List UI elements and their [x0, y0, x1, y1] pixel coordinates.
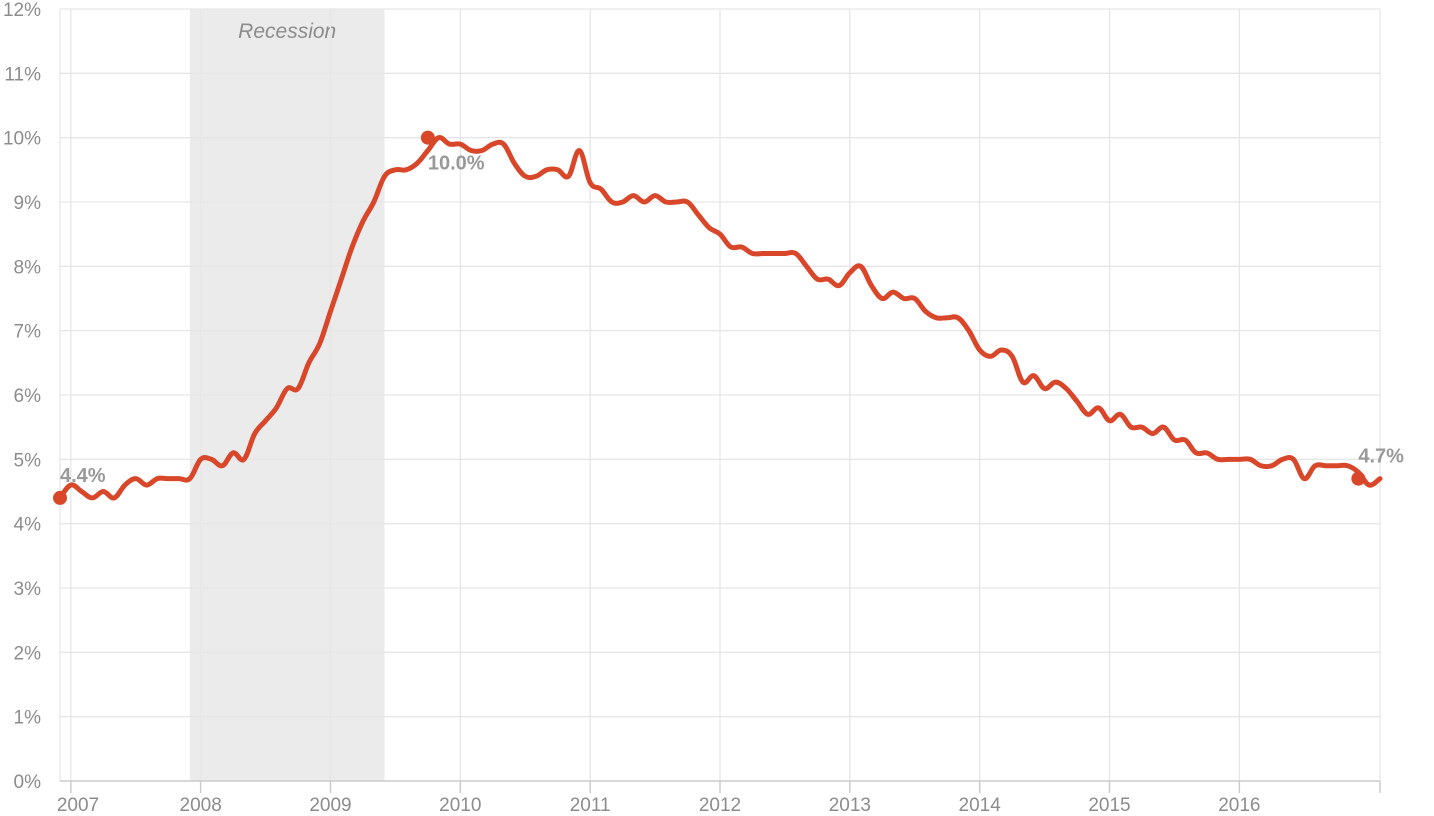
annotation-labels: 4.4% 10.0% 4.7%	[60, 153, 1404, 487]
x-tick-label: 2013	[829, 795, 871, 816]
x-axis-tick-labels: 2007 2008 2009 2010 2011 2012 2013 2014 2015 2016	[57, 781, 1381, 816]
y-tick-label: 11%	[4, 64, 41, 85]
x-tick-label: 2007	[57, 795, 99, 816]
y-tick-label: 0%	[14, 772, 42, 793]
x-tick-label: 2009	[309, 795, 351, 816]
y-tick-label: 12%	[3, 0, 41, 21]
series-line	[57, 135, 1383, 501]
y-tick-label: 5%	[14, 450, 42, 471]
y-tick-label: 8%	[14, 257, 42, 278]
y-tick-label: 6%	[14, 386, 42, 407]
recession-label: Recession	[238, 20, 336, 43]
y-tick-label: 3%	[14, 579, 42, 600]
x-tick-label: 2011	[570, 795, 611, 816]
x-tick-label: 2008	[180, 795, 222, 816]
x-tick-label: 2015	[1088, 795, 1130, 816]
y-tick-label: 10%	[3, 129, 41, 150]
data-point-label: 4.4%	[60, 465, 106, 487]
y-tick-label: 4%	[14, 515, 42, 536]
x-tick-label: 2014	[959, 795, 1002, 816]
grid-lines	[59, 8, 1381, 781]
data-point-marker	[420, 130, 435, 145]
y-axis-tick-labels: 0% 1% 2% 3% 4% 5% 6% 7% 8% 9% 10% 11% 12%	[3, 0, 41, 793]
y-tick-label: 2%	[14, 643, 42, 664]
y-tick-label: 7%	[14, 322, 42, 343]
y-tick-label: 9%	[14, 193, 42, 214]
x-tick-label: 2012	[699, 795, 741, 816]
data-point-label: 10.0%	[428, 153, 485, 175]
annotation-markers	[53, 130, 1366, 505]
x-tick-label: 2016	[1218, 795, 1260, 816]
data-point-marker	[1351, 471, 1366, 486]
y-tick-label: 1%	[14, 708, 42, 729]
data-point-marker	[53, 490, 67, 505]
x-tick-label: 2010	[439, 795, 481, 816]
data-point-label: 4.7%	[1358, 446, 1404, 468]
